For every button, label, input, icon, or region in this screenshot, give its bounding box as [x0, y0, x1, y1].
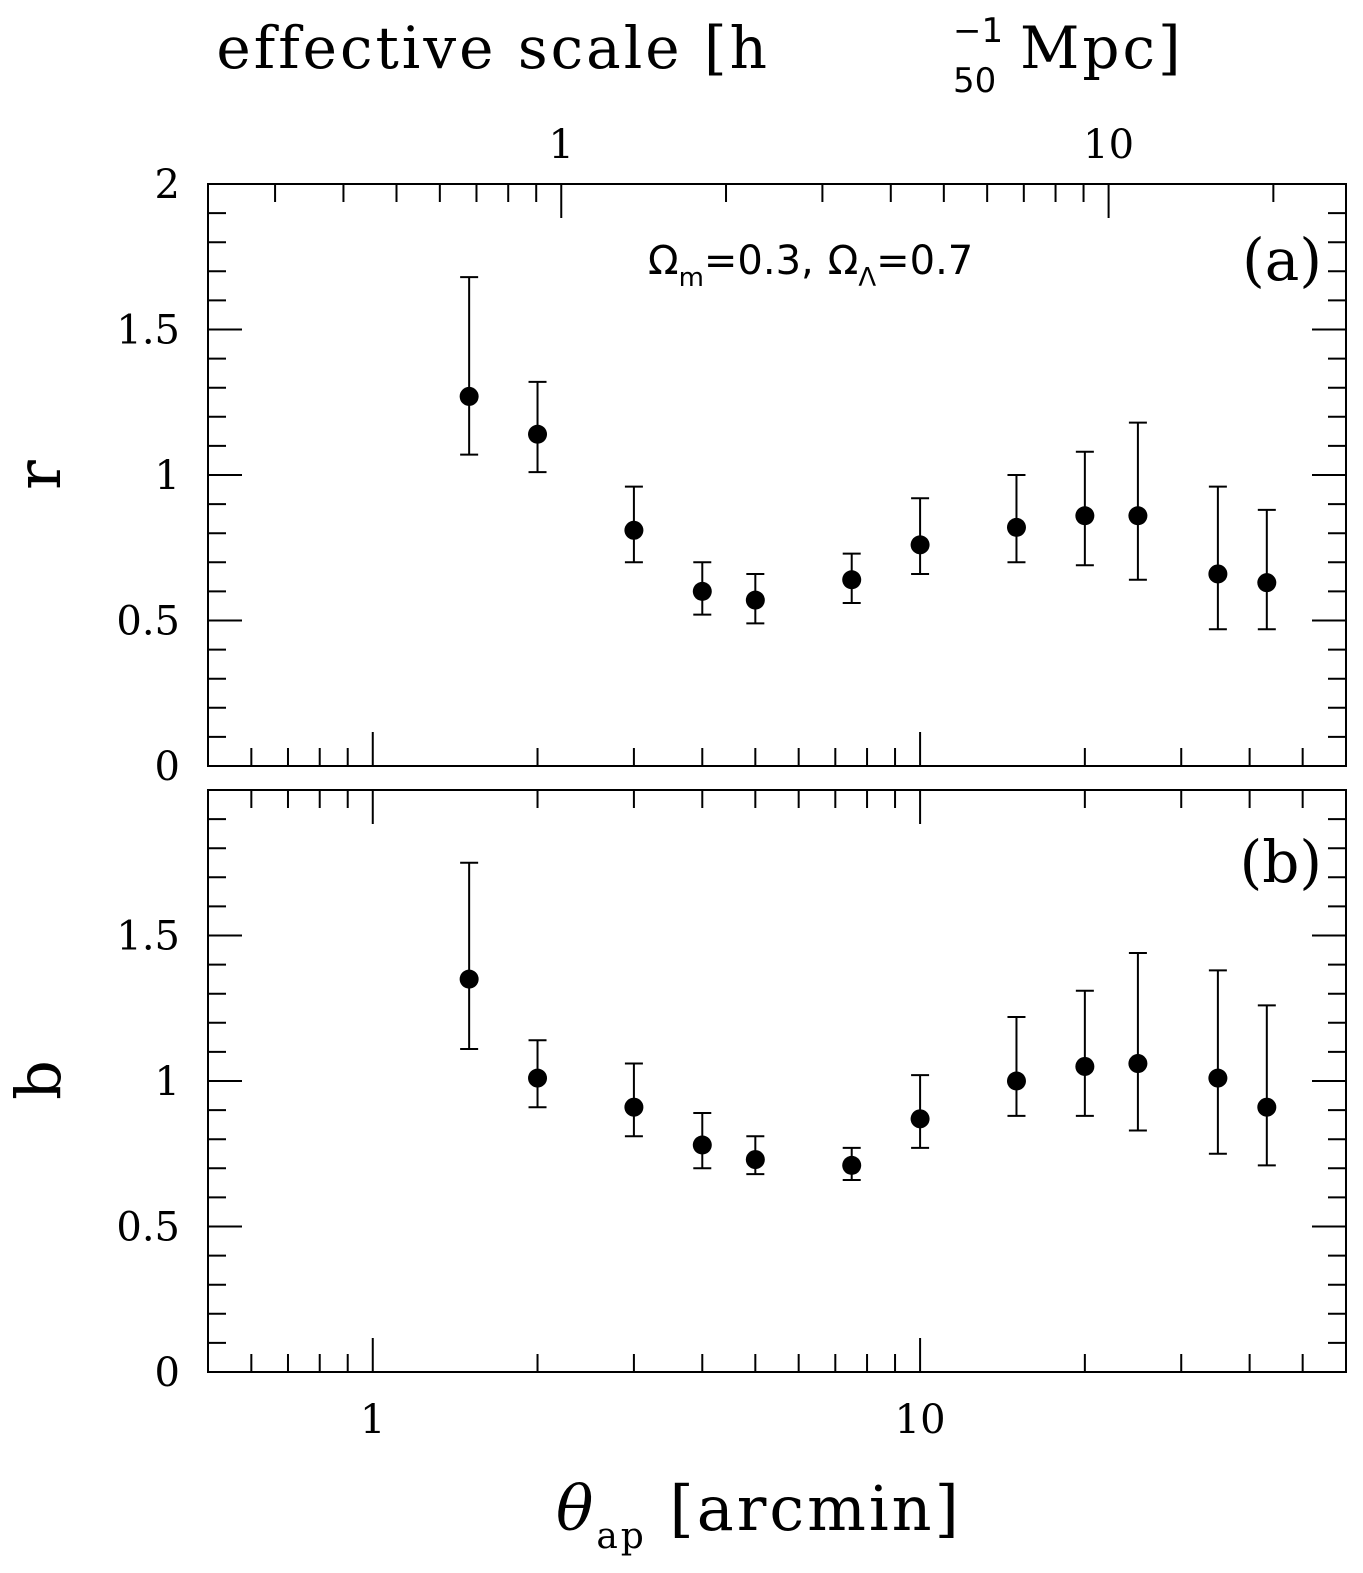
data-point — [459, 386, 479, 406]
y-tick-label: 0 — [155, 744, 180, 790]
y-tick-label: 1 — [155, 453, 180, 499]
panel-a-label: (a) — [1242, 226, 1322, 294]
data-point — [842, 1155, 862, 1175]
y-tick-label: 1.5 — [116, 914, 180, 960]
data-point — [624, 1097, 644, 1117]
y-tick-label: 0.5 — [116, 1205, 180, 1251]
data-point — [1075, 1056, 1095, 1076]
y-tick-label: 2 — [155, 162, 180, 208]
x-tick-label: 10 — [895, 1397, 946, 1443]
panel-a: (a) Ωm=0.3, ΩΛ=0.7 r — [2, 183, 1347, 767]
y-tick-label: 0.5 — [116, 599, 180, 645]
data-point — [459, 969, 479, 989]
x-axis-title-theta: θ — [556, 1472, 596, 1545]
omega-m-value: =0.3, — [704, 238, 814, 284]
omega-m-symbol: Ω — [648, 238, 679, 284]
top-axis-title-sup: −1 — [953, 11, 1003, 51]
top-axis-tick-label: 10 — [1083, 122, 1134, 168]
panel-a-marks — [459, 276, 1277, 631]
top-axis-title-main: effective scale [h — [216, 14, 770, 82]
data-point — [910, 1109, 930, 1129]
top-axis-tick-label: 1 — [549, 122, 574, 168]
data-point — [745, 1150, 765, 1170]
y-tick-label: 1 — [155, 1059, 180, 1105]
y-tick-label: 1.5 — [116, 308, 180, 354]
data-point — [1006, 1071, 1026, 1091]
data-point — [528, 1068, 548, 1088]
data-point — [1075, 506, 1095, 526]
omega-l-value: =0.7 — [876, 238, 973, 284]
x-axis-title: θap [arcmin] — [556, 1472, 962, 1557]
data-point — [910, 535, 930, 555]
panel-b: (b) b — [2, 789, 1347, 1373]
x-tick-label: 1 — [360, 1397, 385, 1443]
data-point — [624, 520, 644, 540]
panel-b-label: (b) — [1240, 828, 1322, 896]
data-point — [1128, 1054, 1148, 1074]
top-axis-title: effective scale [h — [216, 14, 770, 82]
y-tick-label: 0 — [155, 1350, 180, 1396]
data-point — [842, 570, 862, 590]
data-point — [692, 1135, 712, 1155]
panel-b-frame — [207, 789, 1347, 1373]
panel-b-ylabel: b — [2, 1060, 75, 1100]
data-point — [745, 590, 765, 610]
panel-a-annotation: Ωm=0.3, ΩΛ=0.7 — [648, 238, 973, 293]
tick-labels: 1 10 0 0.5 1 1.5 2 1 10 0 0.5 1 1.5 — [116, 122, 1134, 1443]
x-axis-title-end: [arcmin] — [647, 1472, 962, 1545]
data-point — [1208, 564, 1228, 584]
data-point — [1128, 506, 1148, 526]
data-point — [1257, 1097, 1277, 1117]
panel-b-ticks — [207, 790, 1347, 1372]
top-axis-title-end: Mpc] — [1020, 14, 1184, 82]
top-axis-title-sub: 50 — [953, 61, 996, 101]
panel-b-marks — [459, 861, 1277, 1181]
panel-a-ylabel: r — [2, 460, 75, 490]
omega-m-sub: m — [679, 263, 704, 293]
data-point — [1006, 517, 1026, 537]
panel-a-ticks — [207, 184, 1347, 766]
omega-l-symbol: Ω — [828, 238, 859, 284]
x-axis-title-sub: ap — [596, 1516, 647, 1557]
data-point — [692, 581, 712, 601]
data-point — [528, 424, 548, 444]
omega-l-sub: Λ — [858, 263, 876, 293]
data-point — [1257, 573, 1277, 593]
data-point — [1208, 1068, 1228, 1088]
